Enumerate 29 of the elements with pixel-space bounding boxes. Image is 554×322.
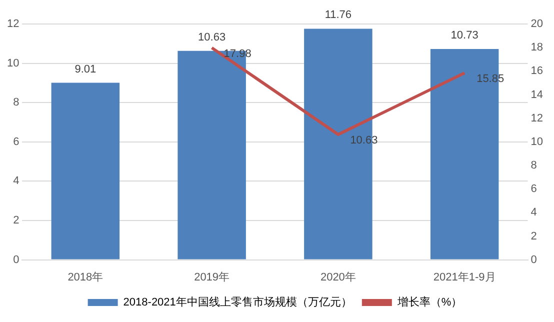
x-tick-label: 2020年: [320, 271, 356, 284]
y2-tick-label: 0: [530, 254, 537, 266]
y2-tick-label: 8: [530, 160, 537, 172]
x-tick-label: 2021年1-9月: [433, 271, 496, 284]
y2-tick-label: 16: [530, 65, 544, 78]
y2-tick-label: 2: [530, 230, 537, 242]
x-tick-label: 2018年: [68, 271, 104, 284]
y-tick-label: 0: [13, 254, 20, 266]
y-tick-label: 2: [13, 214, 20, 227]
y2-tick-label: 6: [530, 183, 537, 196]
y-tick-label: 10: [6, 57, 20, 70]
y-tick-label: 12: [6, 18, 20, 30]
y-tick-label: 6: [13, 136, 20, 148]
x-tick-label: 2019年: [194, 271, 230, 284]
y2-tick-label: 12: [530, 112, 544, 124]
data-label: 10.63: [198, 31, 226, 44]
data-label: 10.73: [450, 29, 478, 42]
bar: [51, 82, 120, 260]
y2-tick-label: 10: [530, 136, 544, 148]
legend-label: 增长率（%）: [396, 296, 462, 309]
y2-tick-label: 4: [530, 206, 537, 219]
y2-tick-label: 20: [530, 18, 544, 30]
y2-tick-label: 18: [530, 42, 544, 54]
y2-tick-label: 14: [530, 88, 544, 101]
y-tick-label: 4: [13, 175, 20, 188]
data-label: 11.76: [324, 9, 352, 22]
legend-label: 2018-2021年中国线上零售市场规模（万亿元）: [123, 296, 352, 309]
data-label: 9.01: [74, 63, 96, 76]
y-tick-label: 8: [13, 96, 20, 109]
